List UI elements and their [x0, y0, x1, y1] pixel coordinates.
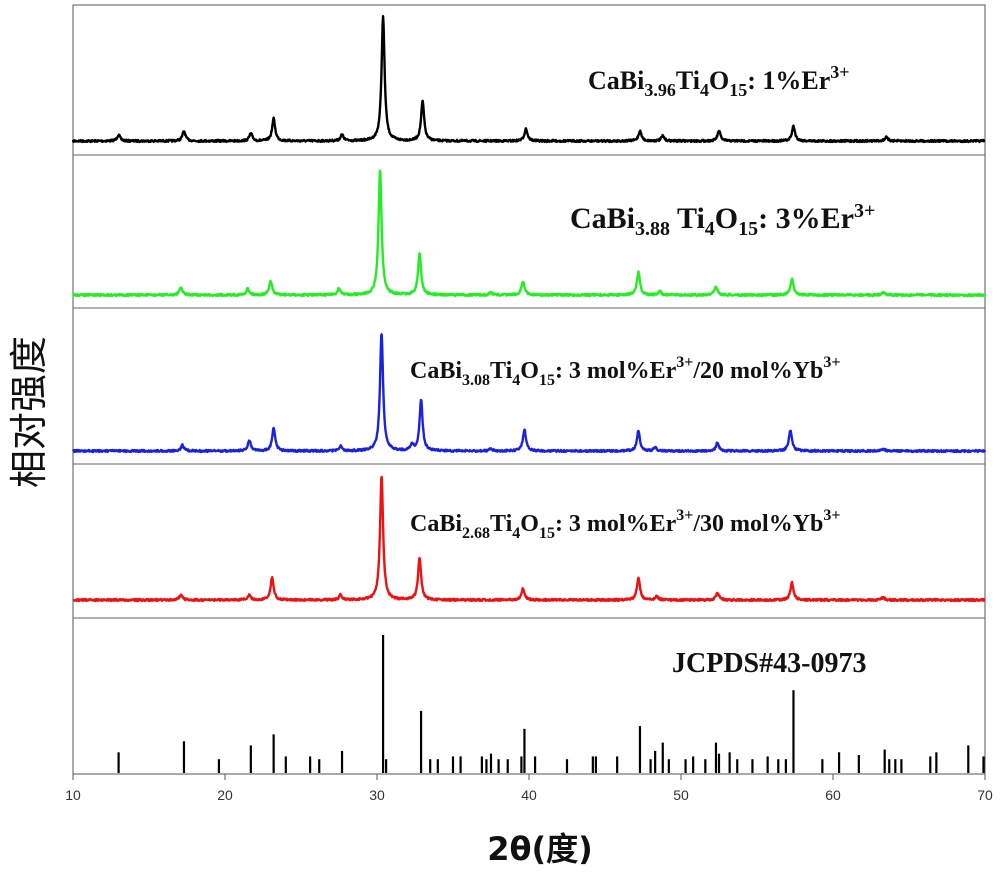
x-tick-label: 10 [65, 787, 81, 803]
y-axis-title: 相对强度 [7, 336, 51, 488]
series-label: CaBi2.68Ti4O15: 3 mol%Er3+/30 mol%Yb3+ [410, 507, 841, 542]
x-axis-title: 2θ(度) [487, 830, 593, 868]
x-tick-label: 40 [521, 787, 537, 803]
series-label: CaBi3.08Ti4O15: 3 mol%Er3+/20 mol%Yb3+ [410, 354, 841, 389]
panel-labels: CaBi3.96Ti4O15: 1%Er3+ CaBi3.88 Ti4O15: 3… [410, 62, 875, 542]
x-tick-label: 20 [217, 787, 233, 803]
x-tick-label: 50 [673, 787, 689, 803]
xrd-trace [73, 334, 985, 452]
series-label: CaBi3.88 Ti4O15: 3%Er3+ [570, 200, 875, 240]
x-tick-label: 30 [369, 787, 385, 803]
x-tick-label: 70 [977, 787, 993, 803]
x-axis-ticks: 10 20 30 40 50 60 70 [65, 774, 993, 803]
reference-label: JCPDS#43-0973 [672, 648, 866, 679]
xrd-trace [73, 477, 985, 601]
series-label: CaBi3.96Ti4O15: 1%Er3+ [588, 62, 850, 100]
x-tick-label: 60 [825, 787, 841, 803]
